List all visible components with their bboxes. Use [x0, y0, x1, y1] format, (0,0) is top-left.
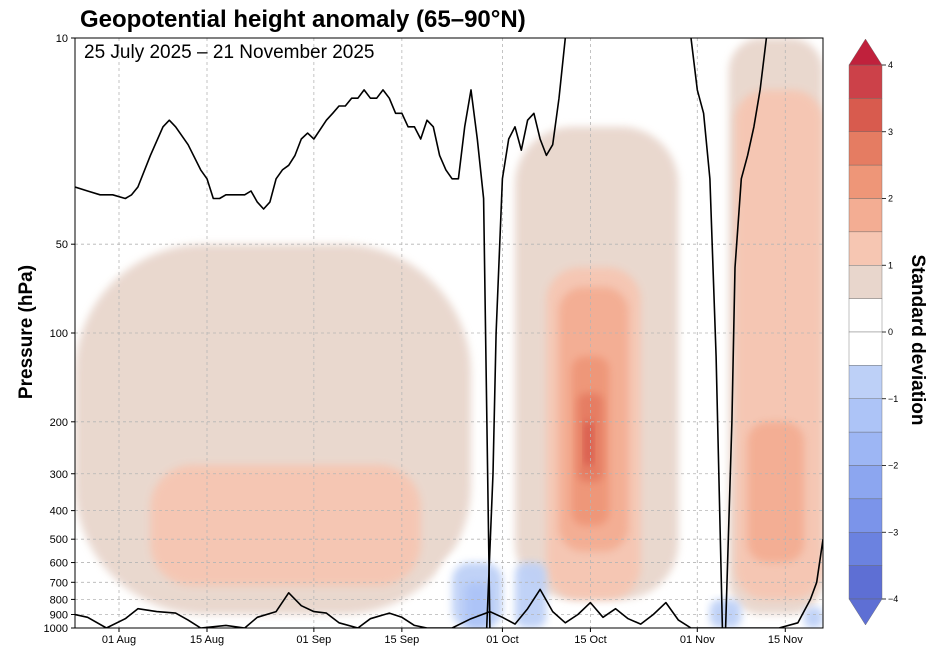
chart-title: Geopotential height anomaly (65–90°N): [80, 6, 526, 33]
chart-subtitle: 25 July 2025 – 21 November 2025: [84, 42, 375, 63]
colorbar-band-9: [848, 365, 883, 399]
gridlines: [75, 38, 823, 628]
november-left-zero-contour: [690, 38, 724, 628]
zero-contours: [75, 38, 823, 628]
colorbar: −4 −3 −2 −1 0 1 2 3 4: [848, 38, 898, 626]
anomaly-region-3: [150, 464, 421, 586]
anomaly-fills: [75, 38, 823, 628]
colorbar-band-3: [848, 164, 883, 199]
colorbar-band-2: [848, 131, 883, 166]
colorbar-tick-label-0: −4: [888, 594, 898, 604]
colorbar-band-14: [848, 532, 883, 566]
x-axis-ticks: 01 Aug 15 Aug 01 Sep 15 Sep 01 Oct 15 Oct 01 N…: [102, 628, 803, 646]
november-right-zero-contour: [724, 38, 768, 628]
colorbar-band-4: [848, 198, 883, 233]
y-tick-label-7: 600: [50, 558, 68, 570]
colorbar-band-15: [848, 565, 883, 600]
anomaly-region-10: [584, 421, 594, 465]
colorbar-tick-label-6: 2: [888, 194, 893, 204]
x-tick-label-1: 15 Aug: [190, 634, 224, 646]
colorbar-tick-label-1: −3: [888, 527, 898, 537]
y-tick-label-5: 400: [50, 506, 68, 518]
y-tick-label-4: 300: [50, 469, 68, 481]
y-tick-label-3: 200: [50, 417, 68, 429]
colorbar-band-10: [848, 398, 883, 433]
colorbar-band-6: [848, 265, 883, 299]
october-zero-contour: [485, 38, 567, 628]
y-tick-label-11: 1000: [44, 623, 68, 635]
colorbar-extend-bottom: [848, 598, 883, 626]
colorbar-tick-label-8: 4: [888, 60, 893, 70]
x-tick-label-5: 15 Oct: [574, 634, 606, 646]
surface-zero-contour: [75, 539, 823, 628]
anomaly-region-13: [515, 562, 547, 628]
anomaly-region-7: [747, 421, 805, 563]
anomaly-region-16: [464, 582, 490, 628]
y-tick-label-6: 500: [50, 534, 68, 546]
colorbar-band-7: [848, 298, 883, 333]
colorbar-band-5: [848, 231, 883, 266]
anomaly-region-15: [804, 607, 823, 628]
upper-zero-contour: [75, 89, 491, 628]
colorbar-band-13: [848, 498, 883, 533]
x-tick-label-4: 01 Oct: [486, 634, 518, 646]
y-tick-label-0: 10: [56, 33, 68, 45]
colorbar-band-0: [848, 64, 883, 99]
colorbar-extend-top: [848, 38, 883, 66]
x-tick-label-0: 01 Aug: [102, 634, 136, 646]
y-tick-label-1: 50: [56, 239, 68, 251]
y-tick-label-10: 900: [50, 610, 68, 622]
colorbar-tick-label-4: 0: [888, 327, 893, 337]
colorbar-tick-label-7: 3: [888, 127, 893, 137]
colorbar-tick-label-5: 1: [888, 260, 893, 270]
colorbar-band-12: [848, 465, 883, 500]
x-tick-label-2: 01 Sep: [296, 634, 331, 646]
x-tick-label-3: 15 Sep: [384, 634, 419, 646]
x-tick-label-6: 01 Nov: [680, 634, 715, 646]
y-tick-label-9: 800: [50, 594, 68, 606]
y-tick-label-2: 100: [50, 328, 68, 340]
colorbar-tick-label-3: −1: [888, 394, 898, 404]
plot-area: [75, 38, 823, 628]
y-tick-label-8: 700: [50, 577, 68, 589]
colorbar-band-1: [848, 98, 883, 132]
colorbar-band-8: [848, 331, 883, 366]
x-tick-label-7: 15 Nov: [768, 634, 803, 646]
colorbar-tick-label-2: −2: [888, 461, 898, 471]
colorbar-band-11: [848, 431, 883, 466]
